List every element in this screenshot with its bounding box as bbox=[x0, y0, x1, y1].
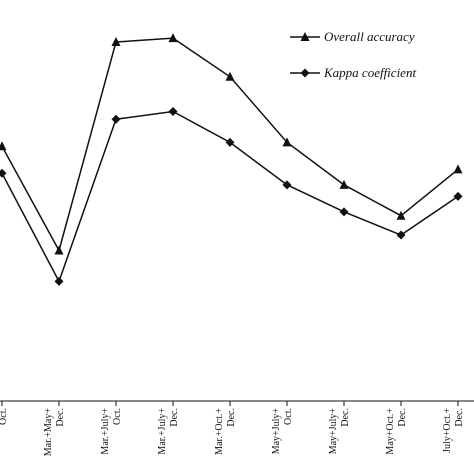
data-point-triangle[interactable] bbox=[168, 33, 178, 43]
x-tick-label: July+Oct.+ bbox=[442, 408, 453, 453]
data-point-diamond[interactable] bbox=[339, 207, 349, 217]
x-ticks: Mar.+May+Oct.Mar.+May+Dec.Mar.+July+Oct.… bbox=[0, 401, 465, 456]
legend-item-overall-accuracy[interactable]: Overall accuracy bbox=[290, 29, 415, 44]
x-tick-label: Mar.+Oct.+ bbox=[214, 408, 225, 455]
x-tick-label: Dec. bbox=[340, 408, 351, 427]
data-point-diamond[interactable] bbox=[396, 230, 406, 240]
x-tick-label: Dec. bbox=[454, 408, 465, 427]
x-tick-label: Dec. bbox=[55, 408, 66, 427]
x-tick-label: May+July+ bbox=[271, 408, 282, 455]
x-tick-label: Oct. bbox=[0, 408, 9, 425]
data-point-triangle[interactable] bbox=[282, 137, 292, 147]
legend-item-kappa-coefficient[interactable]: Kappa coefficient bbox=[290, 65, 416, 80]
data-point-diamond[interactable] bbox=[225, 137, 235, 147]
triangle-marker-icon bbox=[300, 32, 310, 41]
data-point-diamond[interactable] bbox=[111, 114, 121, 124]
x-axis: Mar.+May+Oct.Mar.+May+Dec.Mar.+July+Oct.… bbox=[0, 400, 474, 456]
x-tick-label: Mar.+July+ bbox=[100, 408, 111, 455]
x-tick-label: Oct. bbox=[112, 408, 123, 425]
data-point-triangle[interactable] bbox=[0, 141, 7, 151]
data-point-triangle[interactable] bbox=[111, 37, 121, 47]
series-line-1 bbox=[1, 110, 459, 284]
x-tick-label: Oct. bbox=[283, 408, 294, 425]
x-tick-label: Dec. bbox=[226, 408, 237, 427]
x-tick-label: May+Oct.+ bbox=[385, 408, 396, 455]
data-point-diamond[interactable] bbox=[0, 168, 7, 178]
data-point-diamond[interactable] bbox=[168, 107, 178, 116]
series-layer bbox=[0, 33, 463, 286]
x-tick-label: Dec. bbox=[397, 408, 408, 427]
legend: Overall accuracy Kappa coefficient bbox=[290, 29, 416, 80]
data-point-triangle[interactable] bbox=[453, 164, 463, 174]
diamond-marker-icon bbox=[300, 68, 310, 78]
data-point-triangle[interactable] bbox=[396, 210, 406, 220]
data-point-diamond[interactable] bbox=[282, 180, 292, 190]
data-point-triangle[interactable] bbox=[339, 179, 349, 189]
data-point-diamond[interactable] bbox=[453, 191, 463, 201]
data-point-triangle[interactable] bbox=[225, 71, 235, 81]
legend-label-overall-accuracy: Overall accuracy bbox=[324, 29, 415, 44]
data-point-diamond[interactable] bbox=[54, 276, 64, 286]
x-tick-label: Dec. bbox=[169, 408, 180, 427]
x-tick-label: Mar.+May+ bbox=[43, 408, 54, 457]
x-tick-label: Mar.+July+ bbox=[157, 408, 168, 455]
legend-label-kappa-coefficient: Kappa coefficient bbox=[323, 65, 416, 80]
x-tick-label: May+July+ bbox=[328, 408, 339, 455]
data-point-triangle[interactable] bbox=[54, 245, 64, 255]
